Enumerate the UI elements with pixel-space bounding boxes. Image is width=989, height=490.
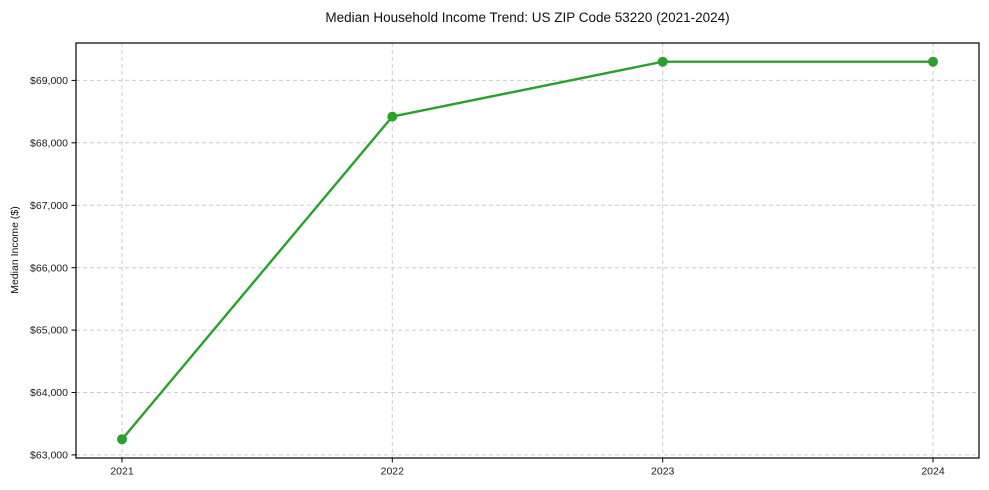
y-tick-label: $65,000 bbox=[30, 325, 68, 337]
y-tick-label: $64,000 bbox=[30, 387, 68, 399]
y-tick-label: $63,000 bbox=[30, 450, 68, 462]
y-tick-label: $69,000 bbox=[30, 75, 68, 87]
y-tick-label: $67,000 bbox=[30, 200, 68, 212]
x-tick-label: 2022 bbox=[381, 466, 405, 478]
data-point-2021 bbox=[117, 434, 127, 445]
data-point-2024 bbox=[928, 56, 938, 67]
plot-border bbox=[75, 42, 980, 459]
x-tick-label: 2024 bbox=[921, 466, 945, 478]
y-tick-label: $68,000 bbox=[30, 137, 68, 149]
data-point-2022 bbox=[387, 111, 398, 122]
data-point-2023 bbox=[657, 56, 668, 67]
trend-line bbox=[120, 60, 935, 441]
x-tick-label: 2021 bbox=[110, 466, 134, 478]
chart-title: Median Household Income Trend: US ZIP Co… bbox=[325, 10, 730, 25]
x-tick-label: 2023 bbox=[651, 466, 675, 478]
y-tick-label: $66,000 bbox=[30, 262, 68, 274]
